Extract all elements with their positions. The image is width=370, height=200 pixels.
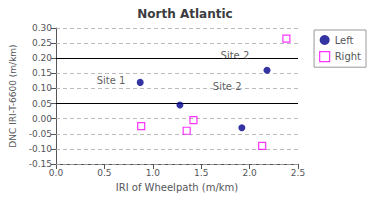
svg-text:Site 1: Site 1 <box>97 75 126 86</box>
svg-text:1.5: 1.5 <box>194 168 208 178</box>
svg-text:-0.10: -0.10 <box>29 144 53 154</box>
svg-text:-0.15: -0.15 <box>28 159 52 169</box>
svg-text:Site 2: Site 2 <box>213 81 242 92</box>
svg-text:0.30: 0.30 <box>32 23 52 33</box>
svg-text:0.5: 0.5 <box>97 168 111 178</box>
svg-text:DNC IRI-T-6600 (m/km): DNC IRI-T-6600 (m/km) <box>8 44 18 147</box>
svg-text:0.20: 0.20 <box>32 53 52 63</box>
svg-text:2.5: 2.5 <box>291 168 305 178</box>
svg-text:Left: Left <box>335 35 354 46</box>
svg-text:Site 2: Site 2 <box>221 50 250 61</box>
svg-text:0.05: 0.05 <box>32 99 52 109</box>
svg-text:0.25: 0.25 <box>32 38 52 48</box>
svg-text:IRI of Wheelpath (m/km): IRI of Wheelpath (m/km) <box>116 182 239 193</box>
svg-text:-0.05: -0.05 <box>29 129 52 139</box>
svg-text:2.0: 2.0 <box>242 168 257 178</box>
svg-text:0.15: 0.15 <box>32 68 52 78</box>
svg-text:1.0: 1.0 <box>146 168 161 178</box>
svg-text:Right: Right <box>335 51 361 62</box>
svg-text:North Atlantic: North Atlantic <box>137 7 232 21</box>
svg-text:0.10: 0.10 <box>32 83 52 93</box>
svg-text:0.0: 0.0 <box>49 168 64 178</box>
svg-text:0.00: 0.00 <box>32 114 52 124</box>
